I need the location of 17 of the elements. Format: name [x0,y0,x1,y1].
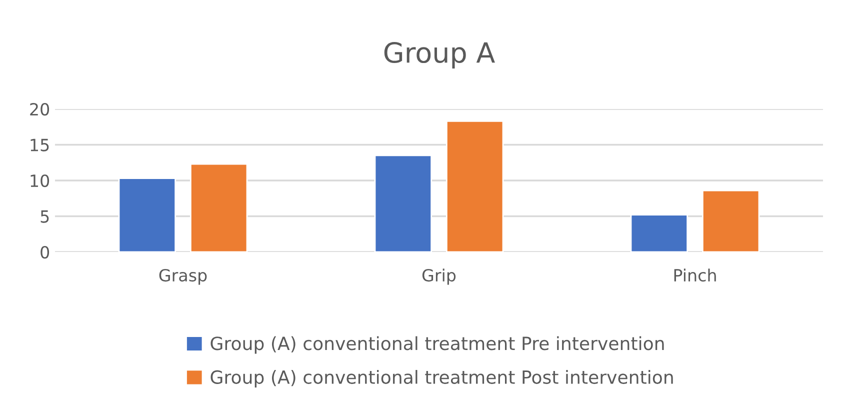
bar [374,154,432,252]
y-tick-label: 20 [30,102,50,116]
chart-title: Group A [384,42,495,68]
bar [190,163,248,252]
bar [630,214,688,252]
x-tick-label: Grip [422,268,456,285]
legend-label: Group (A) conventional treatment Pre intervention [210,336,664,354]
y-tick-label: 0 [40,246,50,259]
bar [446,120,504,252]
y-tick-label: 15 [30,138,49,152]
bar [702,190,760,252]
y-tick-label: 5 [40,210,49,223]
x-tick-label: Grasp [159,268,207,285]
x-tick-label: Pinch [674,268,716,282]
bar [118,178,176,252]
legend-label: Group (A) conventional treatment Post intervention [210,370,673,388]
y-tick-label: 10 [30,174,50,188]
